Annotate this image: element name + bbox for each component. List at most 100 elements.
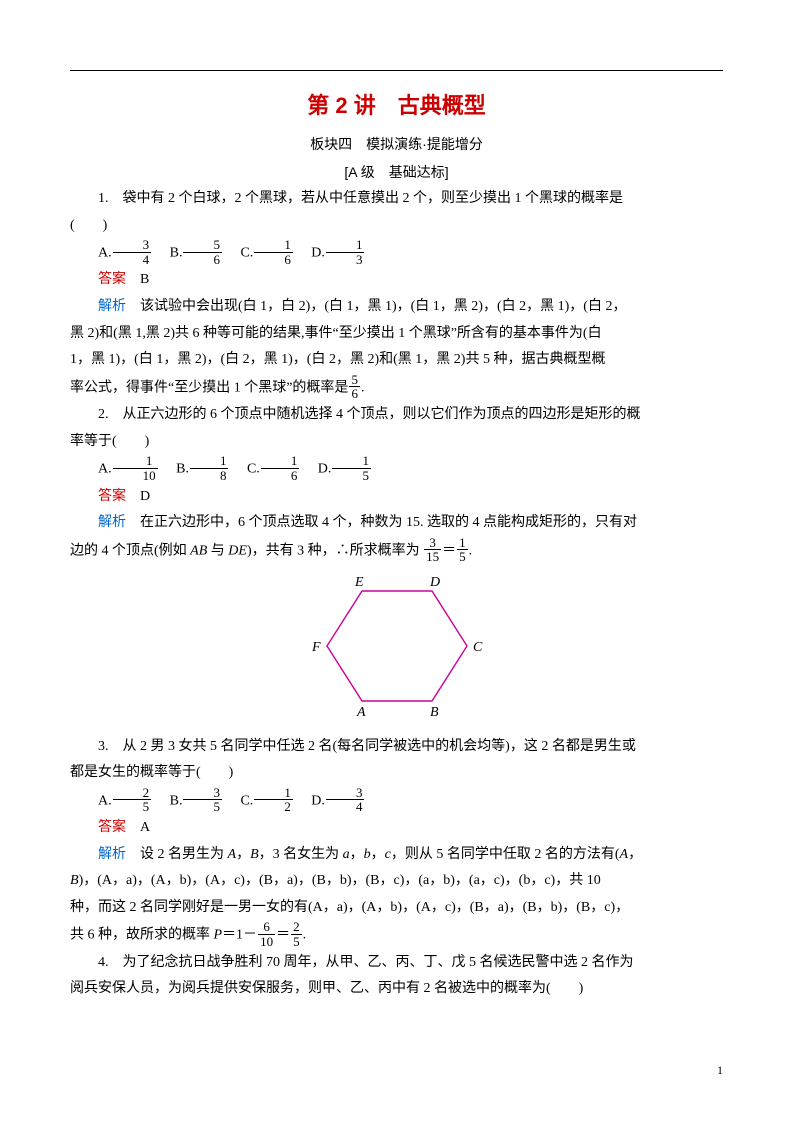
q3-sol-line2: B)，(A，a)，(A，b)，(A，c)，(B，a)，(B，b)，(B，c)，(… [70, 868, 723, 895]
q1-optA-pre: A. [98, 246, 112, 261]
q2-sol-AB: AB [190, 543, 207, 558]
it-a: a [343, 847, 350, 862]
q3-optD-d: 4 [326, 800, 365, 814]
q3-optA-pre: A. [98, 793, 112, 808]
q3-optD-frac: 34 [326, 786, 365, 814]
q3-stem-line1: 3. 从 2 男 3 女共 5 名同学中任选 2 名(每名同学被选中的机会均等)… [70, 734, 723, 761]
q3-optA-frac: 25 [113, 786, 152, 814]
answer-label: 答案 [98, 272, 126, 287]
q3-sol-a2: ，则从 5 名同学中任取 2 名的方法有( [391, 847, 620, 862]
q2-sol-n1: 3 [424, 536, 441, 551]
q1-optA-frac: 34 [113, 238, 152, 266]
q3-optA-n: 2 [113, 786, 152, 801]
q2-optC-pre: C. [233, 462, 260, 477]
q3-sol-d2: 5 [291, 935, 302, 949]
q1-sol-line3: 1，黑 1)，(白 1，黑 2)，(白 2，黑 1)，(白 2，黑 2)和(黑 … [70, 347, 723, 374]
q2-options: A.110 B.18 C.16 D.15 [70, 455, 723, 483]
it-B2: B [70, 873, 79, 888]
it-B: B [250, 847, 259, 862]
q2-optA-frac: 110 [113, 454, 158, 482]
hex-label-A: A [356, 705, 366, 720]
q1-optB-n: 5 [183, 238, 222, 253]
q2-sol-b-mid: 与 [207, 543, 228, 558]
answer-label: 答案 [98, 489, 126, 504]
q1-optB-frac: 56 [183, 238, 222, 266]
page-subtitle: 板块四 模拟演练·提能增分 [70, 131, 723, 158]
q3-optC-d: 2 [254, 800, 293, 814]
q2-optB-n: 1 [190, 454, 229, 469]
it-A: A [228, 847, 237, 862]
q2-optA-d: 10 [113, 469, 158, 483]
q3-sol-line3: 种，而这 2 名同学刚好是一男一女的有(A，a)，(A，b)，(A，c)，(B，… [70, 895, 723, 922]
q3-sol-n1: 6 [258, 920, 275, 935]
q3-optB-d: 5 [183, 800, 222, 814]
q2-optA-n: 1 [113, 454, 158, 469]
q1-optC-frac: 16 [254, 238, 293, 266]
q1-optB-pre: B. [156, 246, 183, 261]
q2-sol-d2: 5 [457, 550, 468, 564]
hexagon-shape [327, 591, 467, 701]
q3-optD-pre: D. [297, 793, 325, 808]
q2-optD-pre: D. [304, 462, 332, 477]
q1-optD-n: 1 [326, 238, 365, 253]
q2-optC-d: 6 [261, 469, 300, 483]
q1-sol-a: 该试验中会出现(白 1，白 2)，(白 1，黑 1)，(白 1，黑 2)，(白 … [126, 299, 626, 314]
q2-optD-frac: 15 [332, 454, 371, 482]
hexagon-figure: A B C D E F [70, 571, 723, 732]
q4-stem-line2: 阅兵安保人员，为阅兵提供安保服务，则甲、乙、丙中有 2 名被选中的概率为( ) [70, 976, 723, 1003]
q2-sol-a: 在正六边形中，6 个顶点选取 4 个，种数为 15. 选取的 4 点能构成矩形的… [126, 515, 637, 530]
header-rule [70, 70, 723, 71]
q3-sol-d-mid: ＝1－ [222, 928, 257, 943]
q1-optA-n: 3 [113, 238, 152, 253]
q2-sol-d1: 15 [424, 550, 441, 564]
hex-label-E: E [354, 575, 364, 590]
q1-optC-n: 1 [254, 238, 293, 253]
hex-label-D: D [429, 575, 440, 590]
answer-label: 答案 [98, 820, 126, 835]
page-number: 1 [717, 1059, 723, 1082]
q1-optD-d: 3 [326, 253, 365, 267]
q2-stem-line1: 2. 从正六边形的 6 个顶点中随机选择 4 个顶点，则以它们作为顶点的四边形是… [70, 402, 723, 429]
q1-stem-line1: 1. 袋中有 2 个白球，2 个黑球，若从中任意摸出 2 个，则至少摸出 1 个… [70, 186, 723, 213]
q3-stem-line2: 都是女生的概率等于( ) [70, 760, 723, 787]
q1-options: A.34 B.56 C.16 D.13 [70, 239, 723, 267]
q2-sol-post: . [469, 543, 473, 558]
q2-sol-b-pre: 边的 4 个顶点(例如 [70, 543, 190, 558]
q3-optB-pre: B. [156, 793, 183, 808]
q1-sol-d-post: . [361, 380, 365, 395]
page-level: [A 级 基础达标] [70, 159, 723, 186]
q1-optC-d: 6 [254, 253, 293, 267]
q1-sol-line4: 率公式，得事件“至少摸出 1 个黑球”的概率是56. [70, 374, 723, 402]
q2-stem-line2: 率等于( ) [70, 429, 723, 456]
q3-sol-line1: 解析 设 2 名男生为 A，B，3 名女生为 a，b，c，则从 5 名同学中任取… [70, 842, 723, 869]
solution-label: 解析 [98, 847, 126, 862]
q2-optD-n: 1 [332, 454, 371, 469]
q2-answer: 答案 D [70, 484, 723, 511]
q3-optC-n: 1 [254, 786, 293, 801]
q1-answer: 答案 B [70, 267, 723, 294]
q2-sol-b-mid2: )，共有 3 种，∴所求概率为 [247, 543, 423, 558]
q3-sol-a-pre: 设 2 名男生为 [126, 847, 228, 862]
q1-sol-frac: 56 [349, 373, 360, 401]
q2-optD-d: 5 [332, 469, 371, 483]
q2-sol-DE: DE [228, 543, 247, 558]
q1-sol-line1: 解析 该试验中会出现(白 1，白 2)，(白 1，黑 1)，(白 1，黑 2)，… [70, 294, 723, 321]
page-title: 第 2 讲 古典概型 [70, 85, 723, 127]
q3-optC-frac: 12 [254, 786, 293, 814]
q2-sol-eq: ＝ [442, 543, 456, 558]
q3-optD-n: 3 [326, 786, 365, 801]
q1-sol-line2: 黑 2)和(黑 1,黑 2)共 6 种等可能的结果,事件“至少摸出 1 个黑球”… [70, 321, 723, 348]
q3-sol-frac2: 25 [291, 920, 302, 948]
hex-label-F: F [311, 640, 321, 655]
q2-optB-frac: 18 [190, 454, 229, 482]
q3-sol-b: )，(A，a)，(A，b)，(A，c)，(B，a)，(B，b)，(B，c)，(a… [79, 873, 601, 888]
q3-sol-line4: 共 6 种，故所求的概率 P＝1－610＝25. [70, 921, 723, 949]
q3-options: A.25 B.35 C.12 D.34 [70, 787, 723, 815]
q1-sol-n: 5 [349, 373, 360, 388]
solution-label: 解析 [98, 515, 126, 530]
q2-optB-d: 8 [190, 469, 229, 483]
q3-sol-d-pre: 共 6 种，故所求的概率 [70, 928, 214, 943]
q1-optD-pre: D. [297, 246, 325, 261]
q2-optB-pre: B. [162, 462, 189, 477]
q2-optC-n: 1 [261, 454, 300, 469]
